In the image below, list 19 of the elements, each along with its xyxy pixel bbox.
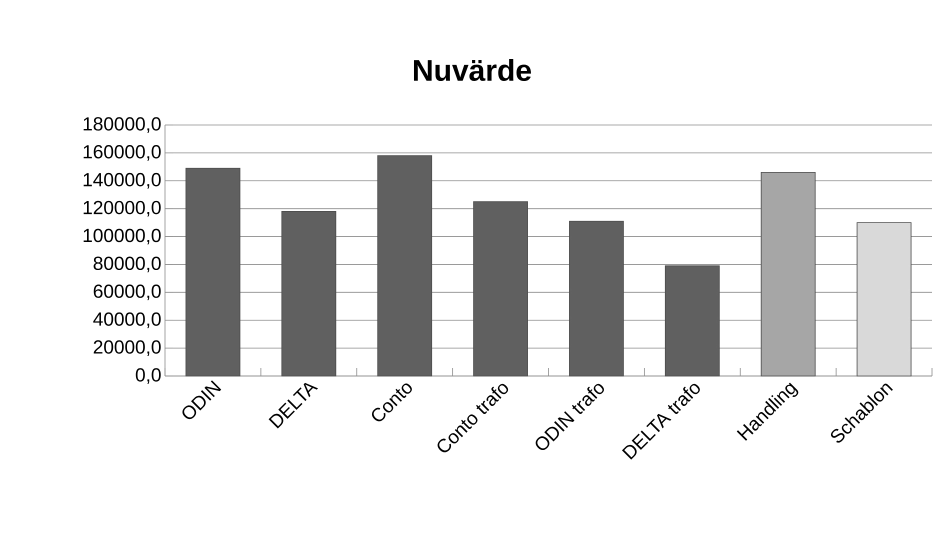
y-tick-label: 0,0 [136, 368, 161, 384]
y-tick-label: 100000,0 [84, 228, 161, 244]
bar [664, 265, 720, 376]
bar [569, 220, 624, 376]
y-tick-label: 80000,0 [94, 256, 161, 272]
bar [281, 211, 336, 376]
y-tick-label: 40000,0 [93, 312, 161, 328]
bar [377, 155, 432, 376]
y-tick-label: 60000,0 [94, 284, 161, 300]
y-tick-label: 180000,0 [84, 117, 161, 133]
chart-title: Nuvärde [414, 58, 531, 82]
bar [473, 201, 528, 376]
y-tick-label: 120000,0 [84, 200, 161, 217]
y-tick-label: 140000,0 [84, 172, 161, 189]
bar [856, 222, 912, 376]
bar [760, 172, 816, 376]
y-tick-label: 20000,0 [94, 340, 161, 356]
y-tick-label: 160000,0 [84, 145, 161, 161]
bar [186, 168, 240, 376]
